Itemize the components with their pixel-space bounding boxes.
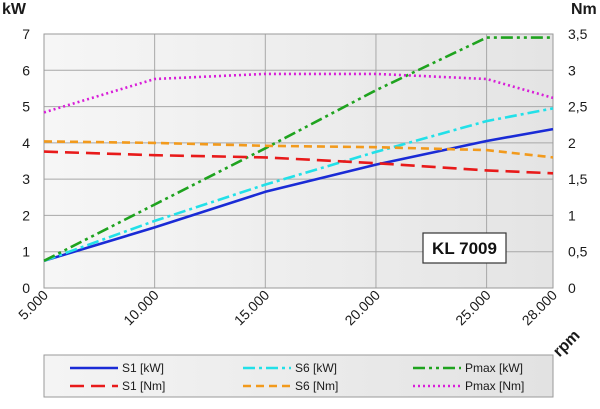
x-tick-label: 15.000 [231,287,273,329]
y-right-tick-label: 0 [568,280,576,296]
y-left-tick-label: 4 [22,135,30,151]
legend-label: Pmax [Nm] [465,379,524,393]
legend-label: S6 [kW] [295,361,337,375]
x-tick-label: 20.000 [341,287,383,329]
series-line-s6-nm [43,140,554,159]
series-line-pmax-nm [43,72,554,114]
legend-item-s1-nm: S1 [Nm] [70,379,165,393]
y-left-tick-label: 5 [22,99,30,115]
y-right-tick-label: 0,5 [568,244,588,260]
legend: S1 [kW] S6 [kW] Pmax [kW] S1 [Nm] S6 [Nm] Pma… [43,354,554,398]
legend-label: Pmax [kW] [465,361,523,375]
y-left-tick-label: 1 [22,244,30,260]
x-tick-label: 10.000 [120,287,162,329]
model-box: KL 7009 [422,232,507,264]
x-axis-label: rpm [550,327,583,360]
y-right-tick-label: 1 [568,207,576,223]
y-right-tick-label: 2,5 [568,99,588,115]
legend-label: S1 [Nm] [122,379,165,393]
legend-item-pmax-kw: Pmax [kW] [413,361,523,375]
legend-item-s1-kw: S1 [kW] [70,361,164,375]
x-tick-label: 28.000 [519,287,561,329]
legend-item-s6-nm: S6 [Nm] [243,379,338,393]
x-ticks: 5.000 10.000 15.000 20.000 25.000 28.000 [15,287,560,329]
legend-label: S6 [Nm] [295,379,338,393]
y-right-ticks: 0 0,5 1 1,5 2 2,5 3 3,5 [568,26,588,296]
y-left-tick-label: 0 [22,280,30,296]
y-left-tick-label: 7 [22,26,30,42]
legend-item-pmax-nm: Pmax [Nm] [413,379,524,393]
series-line-pmax-kw [43,36,553,262]
y-left-tick-label: 3 [22,171,30,187]
legend-label: S1 [kW] [122,361,164,375]
y-right-tick-label: 1,5 [568,171,588,187]
y-left-axis-label: kW [2,1,27,18]
x-tick-label: 25.000 [452,287,494,329]
series-line-s6-kw [43,107,554,263]
y-right-axis-label: Nm [571,1,597,18]
y-left-tick-label: 6 [22,62,30,78]
plot-border [43,33,554,289]
y-right-tick-label: 3,5 [568,26,588,42]
series-line-s1-kw [43,127,554,263]
y-right-tick-label: 2 [568,135,576,151]
model-label: KL 7009 [432,239,497,258]
series-line-s1-nm [43,150,554,175]
legend-item-s6-kw: S6 [kW] [243,361,337,375]
series-layer [43,36,554,263]
x-tick-label: 5.000 [15,287,51,323]
y-left-tick-label: 2 [22,207,30,223]
y-right-tick-label: 3 [568,62,576,78]
y-left-ticks: 0 1 2 3 4 5 6 7 [22,26,30,296]
